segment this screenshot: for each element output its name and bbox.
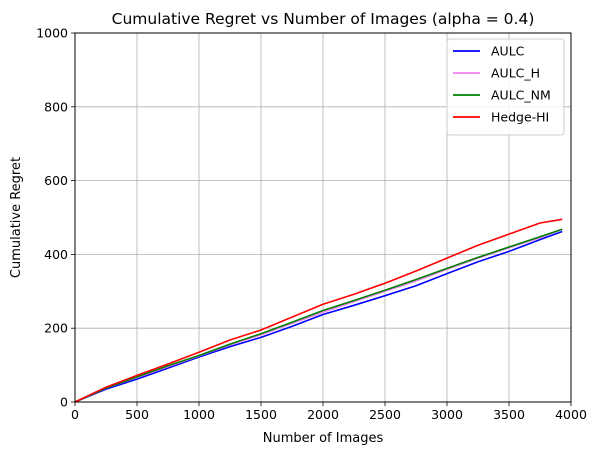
x-tick-label: 1500 — [245, 407, 277, 422]
series-line-hedge-hi — [74, 218, 563, 403]
legend-box — [446, 38, 565, 136]
x-tick-label: 0 — [71, 407, 79, 422]
y-tick-label: 0 — [60, 395, 68, 410]
legend-label: AULC — [491, 44, 525, 59]
x-tick-label: 500 — [125, 407, 149, 422]
legend: AULC AULC_H AULC_NM Hedge-HI — [446, 38, 565, 136]
y-tick-label: 400 — [44, 247, 68, 262]
series-line-aulc-nm — [74, 228, 563, 403]
y-axis-ticks: 0 200 400 600 800 1000 — [36, 26, 75, 410]
x-tick-label: 1000 — [183, 407, 215, 422]
y-axis-label: Cumulative Regret — [9, 157, 24, 278]
y-tick-label: 200 — [44, 321, 68, 336]
y-tick-label: 1000 — [36, 26, 68, 41]
x-tick-label: 2500 — [369, 407, 401, 422]
x-axis-ticks: 0 500 1000 1500 2000 2500 3000 3500 4000 — [71, 402, 587, 422]
legend-label: AULC_NM — [491, 88, 551, 103]
y-tick-label: 600 — [44, 173, 68, 188]
chart-title: Cumulative Regret vs Number of Images (a… — [112, 10, 535, 28]
x-tick-label: 3000 — [431, 407, 463, 422]
x-axis-label: Number of Images — [263, 431, 384, 446]
series-lines — [74, 218, 563, 403]
x-tick-label: 4000 — [555, 407, 587, 422]
legend-label: AULC_H — [491, 66, 540, 81]
series-line-aulc — [74, 230, 563, 403]
x-tick-label: 2000 — [307, 407, 339, 422]
legend-label: Hedge-HI — [491, 110, 549, 125]
x-tick-label: 3500 — [493, 407, 525, 422]
y-tick-label: 800 — [44, 99, 68, 114]
